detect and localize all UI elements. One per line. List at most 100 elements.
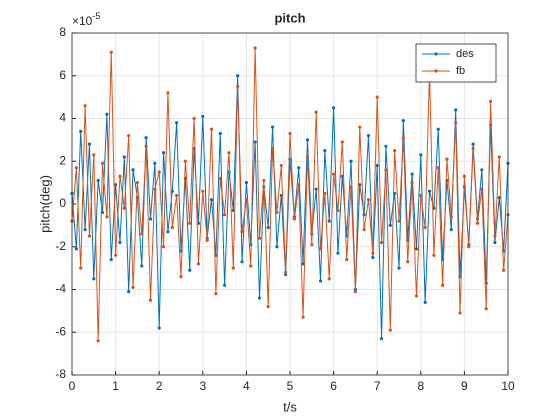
point-marker: [432, 253, 436, 257]
point-marker: [388, 223, 392, 227]
legend-label: fb: [456, 65, 465, 77]
point-marker: [462, 174, 466, 178]
point-marker: [362, 228, 366, 232]
point-marker: [445, 157, 449, 161]
y-tick-label: 2: [59, 153, 66, 167]
point-marker: [218, 176, 222, 180]
point-marker: [323, 191, 327, 195]
point-marker: [358, 183, 362, 187]
point-marker: [475, 221, 480, 225]
point-marker: [323, 148, 327, 153]
point-marker: [427, 189, 432, 193]
legend-box: [415, 43, 497, 83]
chart-title: pitch: [274, 10, 305, 25]
point-marker: [305, 155, 310, 159]
point-marker: [231, 208, 235, 213]
point-marker: [96, 339, 100, 343]
axes-box: [71, 32, 509, 376]
point-marker: [327, 219, 331, 223]
point-marker: [131, 168, 135, 172]
point-marker: [144, 136, 148, 140]
point-marker: [297, 166, 301, 170]
point-marker: [236, 84, 240, 89]
legend-marker: [434, 52, 438, 56]
point-marker: [488, 99, 493, 103]
point-marker: [118, 240, 122, 245]
point-marker: [223, 213, 227, 217]
point-marker: [166, 91, 170, 95]
point-marker: [192, 116, 196, 121]
x-tick-label: 0: [69, 379, 76, 393]
point-marker: [175, 193, 179, 198]
point-marker: [257, 236, 262, 240]
point-marker: [240, 230, 244, 234]
point-marker: [471, 142, 475, 146]
y-tick-label: -4: [55, 282, 66, 296]
point-marker: [388, 328, 392, 332]
point-marker: [375, 95, 379, 99]
point-marker: [375, 163, 379, 168]
y-tick-label: -8: [55, 367, 66, 381]
point-marker: [345, 257, 349, 262]
point-marker: [127, 134, 131, 138]
point-marker: [118, 174, 122, 178]
point-marker: [122, 206, 126, 210]
point-marker: [161, 151, 166, 155]
point-marker: [449, 228, 453, 232]
point-marker: [183, 159, 187, 163]
y-tick-label: 4: [59, 111, 66, 125]
point-marker: [249, 264, 253, 268]
point-marker: [127, 290, 131, 294]
point-marker: [144, 144, 148, 148]
point-marker: [349, 159, 353, 163]
point-marker: [353, 290, 357, 294]
point-marker: [423, 300, 427, 304]
point-marker: [275, 210, 279, 215]
point-marker: [218, 131, 222, 136]
x-tick-label: 6: [330, 379, 337, 393]
point-marker: [397, 219, 401, 223]
y-multiplier: ×10-5: [72, 11, 100, 28]
point-marker: [379, 337, 384, 341]
point-marker: [161, 245, 166, 249]
point-marker: [96, 178, 100, 183]
point-marker: [336, 208, 340, 213]
point-marker: [314, 187, 318, 191]
point-marker: [366, 134, 371, 138]
point-marker: [135, 181, 139, 185]
point-marker: [114, 253, 118, 257]
x-tick-label: 3: [199, 379, 206, 393]
point-marker: [436, 127, 440, 131]
point-marker: [371, 251, 375, 255]
point-marker: [358, 125, 362, 129]
point-marker: [349, 185, 353, 189]
point-marker: [105, 215, 109, 219]
point-marker: [310, 243, 314, 247]
point-marker: [257, 296, 262, 300]
legend-marker: [434, 69, 438, 73]
point-marker: [288, 131, 292, 136]
point-marker: [454, 108, 458, 112]
point-marker: [244, 181, 248, 185]
point-marker: [223, 283, 227, 287]
point-marker: [401, 119, 405, 123]
point-marker: [414, 247, 419, 251]
point-marker: [449, 215, 453, 219]
point-marker: [332, 172, 336, 176]
point-marker: [92, 277, 96, 281]
y-axis-label: pitch(deg): [37, 175, 52, 233]
point-marker: [406, 260, 410, 264]
point-marker: [262, 178, 266, 183]
point-marker: [340, 140, 344, 144]
point-marker: [332, 106, 336, 110]
x-tick-label: 10: [501, 379, 515, 393]
point-marker: [493, 240, 497, 245]
point-marker: [497, 195, 501, 200]
point-marker: [205, 238, 209, 242]
point-marker: [384, 144, 388, 148]
x-tick-label: 4: [243, 379, 250, 393]
point-marker: [157, 170, 161, 174]
y-tick-label: -6: [55, 324, 66, 338]
point-marker: [480, 187, 484, 191]
